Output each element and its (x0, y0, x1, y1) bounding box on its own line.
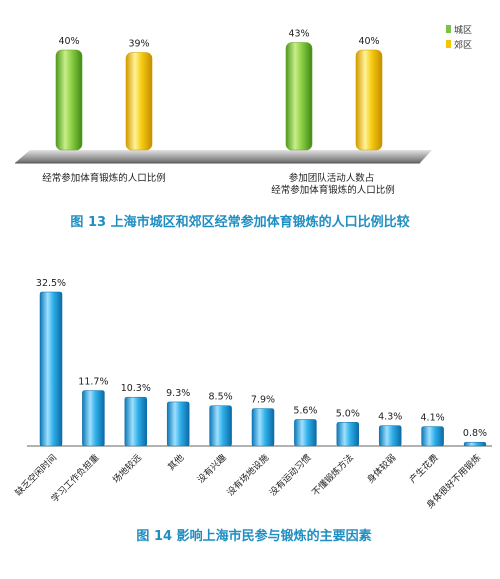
chart-13-bars: 40% 43% 39% 40% (55, 29, 383, 151)
chart-13-data-label: 43% (288, 29, 309, 40)
chart-14-data-label: 32.5% (36, 278, 66, 289)
chart-13-floor (15, 150, 432, 163)
chart-14-category-label: 没有场地设施 (224, 452, 271, 499)
legend-swatch-suburban (446, 40, 451, 48)
chart-13-legend: 城区 郊区 (446, 25, 472, 51)
chart-13-bar (285, 42, 313, 151)
chart-13-data-label: 39% (128, 39, 149, 50)
chart-14-bar (251, 408, 275, 447)
chart-14-data-label: 7.9% (251, 395, 275, 406)
chart-14-data-label: 4.3% (378, 412, 402, 423)
chart-14-bar (209, 405, 232, 447)
chart-14-bar (463, 441, 487, 447)
chart-14-bars: 32.5% 11.7% 10.3% 9.3% 8.5% 7.9% 5.6% 5.0% 4.3% 4… (36, 278, 487, 447)
chart-14-bar (124, 396, 148, 447)
chart-14-data-label: 9.3% (166, 388, 190, 399)
chart-14-category-label: 产生花费 (407, 452, 441, 486)
chart-13-category-label: 参加团队活动人数占 经常参加体育锻炼的人口比例 (271, 172, 395, 196)
chart-13-category-label-line: 经常参加体育锻炼的人口比例 (271, 184, 395, 196)
chart-14-category-label: 场地较远 (110, 452, 144, 486)
chart-14-category-label: 不懂锻炼方法 (309, 452, 356, 499)
chart-14-bar (82, 390, 105, 447)
chart-14-category-label: 身体较弱 (364, 452, 398, 486)
chart-14-data-label: 5.0% (336, 408, 360, 419)
chart-14-title: 图 14 影响上海市民参与锻炼的主要因素 (136, 528, 371, 544)
chart-13-data-label: 40% (58, 36, 79, 47)
chart-13-bar (355, 49, 383, 151)
chart-14-data-label: 5.6% (293, 405, 317, 416)
chart-14-bar (378, 425, 402, 447)
chart-13-data-label: 40% (358, 36, 379, 47)
chart-14-data-label: 4.1% (421, 413, 445, 424)
legend-label-suburban: 郊区 (454, 39, 472, 51)
legend-swatch-urban (446, 25, 451, 33)
chart-14-data-label: 0.8% (463, 428, 487, 439)
chart-13: 40% 43% 39% 40% 经常参加体育锻炼的人口比例 参加团队活动人数占 经常参… (15, 25, 472, 230)
chart-14-category-label: 没有运动习惯 (267, 452, 314, 499)
chart-14-bar (421, 426, 444, 447)
chart-14-category-label: 没有兴趣 (195, 452, 229, 486)
chart-14-data-label: 8.5% (209, 392, 233, 403)
chart-13-category-label: 经常参加体育锻炼的人口比例 (42, 172, 166, 184)
chart-13-category-label-line: 参加团队活动人数占 (289, 172, 375, 184)
chart-13-bar (125, 52, 153, 151)
legend-label-urban: 城区 (454, 25, 472, 36)
chart-14-bar (294, 419, 317, 447)
chart-14-bar (336, 422, 360, 447)
chart-14-bar (39, 291, 63, 447)
chart-13-bar (55, 49, 83, 151)
chart-14-data-label: 11.7% (78, 377, 108, 388)
chart-14-category-label: 其他 (165, 452, 186, 473)
chart-14-bar (166, 401, 190, 447)
chart-14-category-label: 缺乏空闲时间 (12, 452, 59, 499)
chart-13-title: 图 13 上海市城区和郊区经常参加体育锻炼的人口比例比较 (70, 214, 409, 230)
chart-14-data-label: 10.3% (121, 383, 151, 394)
chart-14: 32.5% 11.7% 10.3% 9.3% 8.5% 7.9% 5.6% 5.0% 4.3% 4… (12, 278, 492, 544)
